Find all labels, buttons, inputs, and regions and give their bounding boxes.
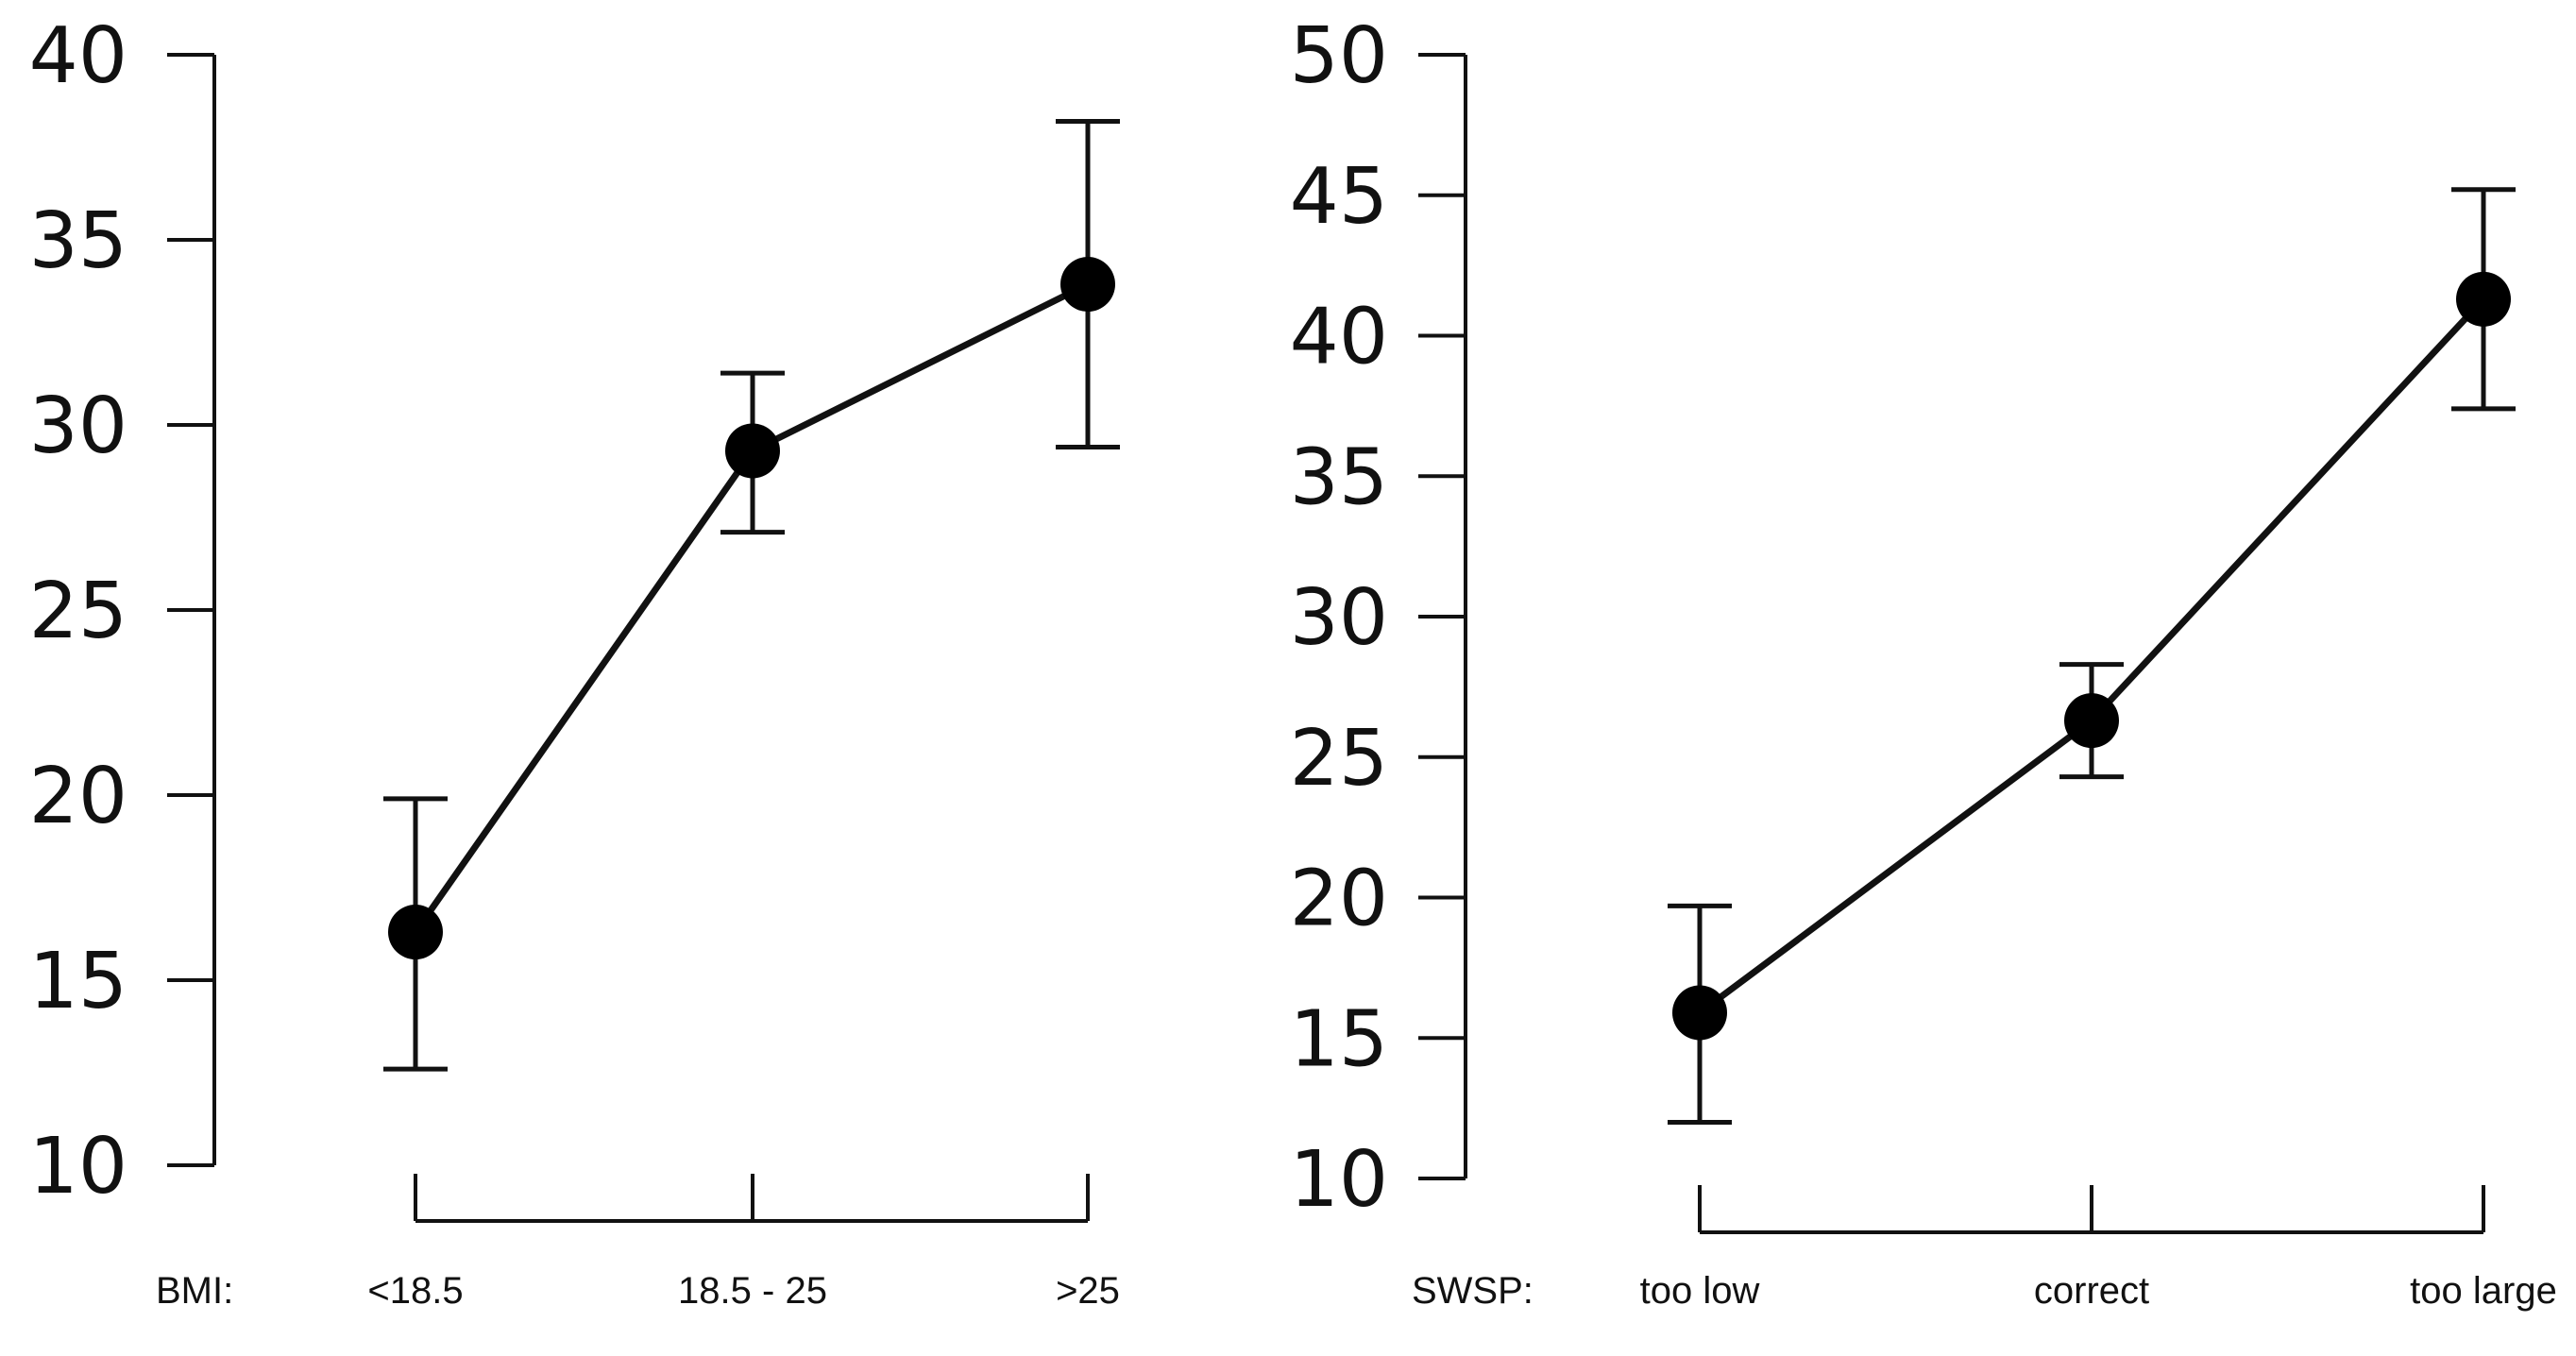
x-tick-label: correct	[2034, 1270, 2149, 1312]
x-tick-label: >25	[1056, 1270, 1120, 1312]
y-tick-label: 20	[1290, 855, 1388, 944]
data-point	[1060, 257, 1115, 313]
y-tick-label: 30	[29, 381, 127, 471]
data-point	[388, 905, 443, 960]
x-axis-title: SWSP:	[1412, 1270, 1534, 1312]
y-tick-label: 40	[29, 11, 127, 101]
y-tick-label: 20	[29, 752, 127, 841]
y-tick-label: 10	[29, 1122, 127, 1212]
y-tick-label: 30	[1290, 573, 1388, 663]
x-tick-label: too large	[2410, 1270, 2557, 1312]
y-tick-label: 25	[29, 567, 127, 656]
data-point	[725, 423, 780, 479]
y-tick-label: 35	[29, 196, 127, 286]
y-tick-label: 45	[1290, 152, 1388, 242]
data-point	[1672, 985, 1727, 1041]
y-tick-label: 35	[1290, 432, 1388, 522]
x-tick-label: 18.5 - 25	[678, 1270, 827, 1312]
x-axis-title: BMI:	[156, 1270, 233, 1312]
x-tick-label: <18.5	[367, 1270, 463, 1312]
x-tick-label: too low	[1640, 1270, 1760, 1312]
y-tick-label: 40	[1290, 293, 1388, 382]
y-tick-label: 15	[29, 937, 127, 1026]
y-tick-label: 10	[1290, 1135, 1388, 1225]
data-point	[2064, 693, 2119, 749]
panel-swsp: 10 15 20 25 30 35 40 45 50 too low correct too larg…	[1290, 11, 2557, 1312]
y-tick-label: 15	[1290, 994, 1388, 1084]
y-tick-label: 25	[1290, 714, 1388, 804]
series-line	[1697, 297, 2486, 1016]
panel-bmi: 10 15 20 25 30 35 40 <18.5 18.5 - 25 >25 BMI:	[29, 11, 1120, 1312]
data-point	[2456, 271, 2511, 327]
y-tick-label: 50	[1290, 11, 1388, 101]
